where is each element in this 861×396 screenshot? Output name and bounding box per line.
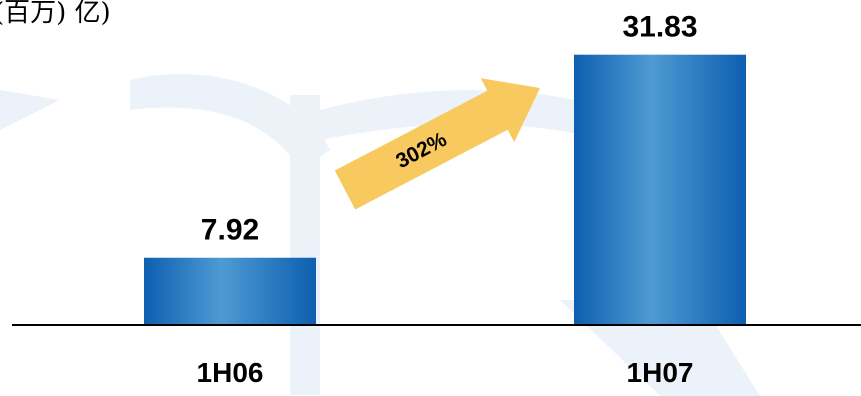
category-label-1h07: 1H07: [627, 357, 694, 388]
unit-label: (百万) 亿): [0, 0, 111, 28]
value-label-1h07: 31.83: [622, 11, 697, 44]
arrow-shape: [334, 78, 540, 210]
labels-group: 7.92 1H06 31.83 1H07: [197, 11, 698, 388]
category-label-1h06: 1H06: [197, 357, 264, 388]
bar-1h06: [144, 257, 316, 325]
bar-1h07: [574, 54, 746, 325]
value-label-1h06: 7.92: [201, 214, 259, 247]
bars-group: [144, 54, 746, 325]
